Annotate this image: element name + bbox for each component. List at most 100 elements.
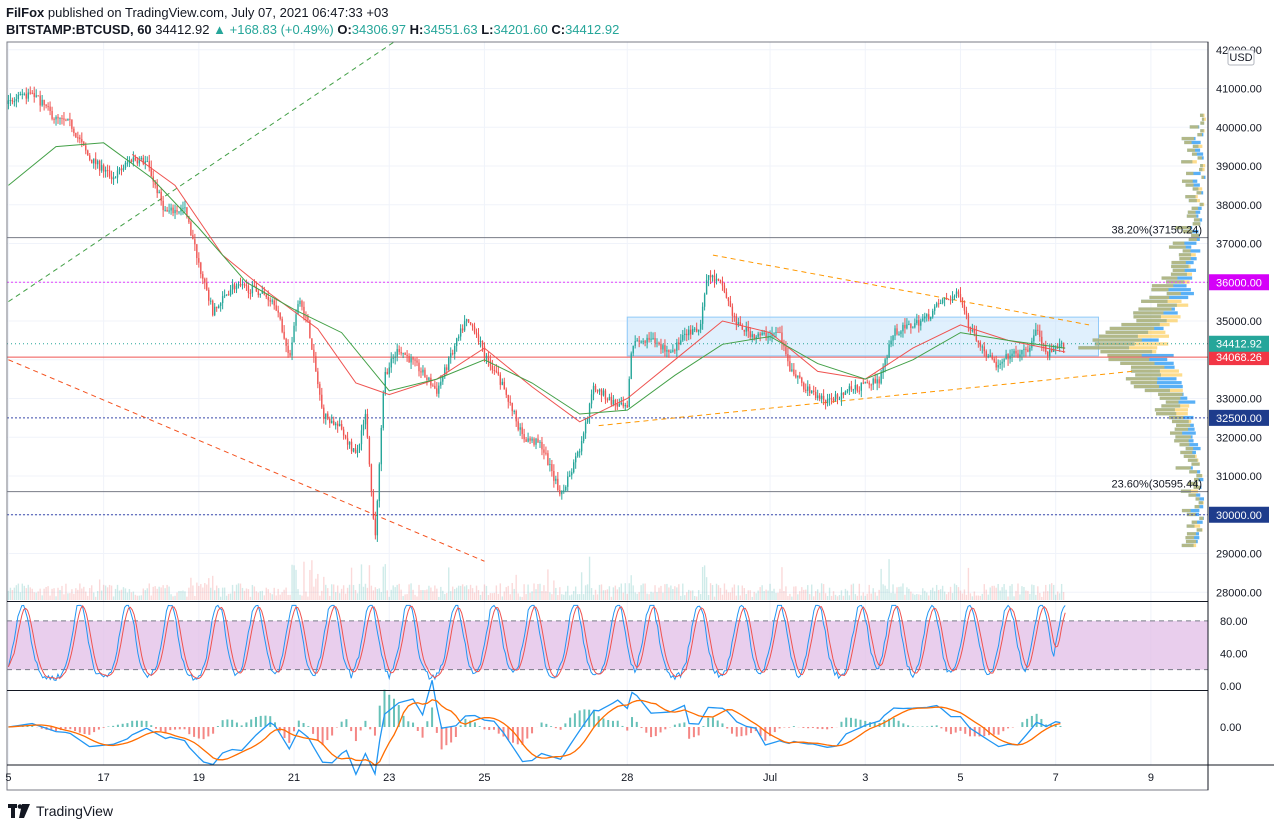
volume-bar — [265, 587, 267, 600]
macd-histogram-bar — [740, 727, 743, 737]
candle-body — [884, 359, 886, 367]
volume-bar — [882, 584, 884, 600]
macd-line — [8, 680, 1061, 777]
candle-body — [709, 275, 712, 278]
macd-histogram-bar — [1035, 713, 1038, 727]
volume-bar — [61, 585, 63, 600]
volume-bar — [1049, 584, 1051, 600]
time-axis[interactable]: 5 17 19 21 23 25 28 Jul 3 5 7 9 — [5, 772, 1154, 784]
profile-bar-buy — [1191, 520, 1203, 524]
profile-bar-sell — [1185, 446, 1194, 451]
volume-bar — [402, 596, 404, 600]
macd-histogram-bar — [935, 725, 938, 727]
profile-bar-sell — [1092, 338, 1142, 342]
candle-body — [55, 116, 57, 120]
volume-bar — [392, 585, 394, 600]
volume-bar — [916, 594, 918, 600]
volume-bar — [102, 584, 105, 600]
candle-body — [156, 184, 158, 194]
profile-bar-sell — [1175, 435, 1191, 439]
candle-body — [487, 355, 490, 361]
volume-bar — [1062, 592, 1065, 600]
macd-histogram-bar — [240, 725, 243, 727]
volume-bar — [928, 595, 930, 600]
macd-histogram-bar — [921, 726, 924, 727]
candle-body — [840, 392, 843, 400]
volume-bar — [690, 590, 692, 600]
footer: TradingView — [8, 803, 113, 819]
volume-bar — [628, 583, 630, 600]
candle-body — [567, 476, 569, 487]
macd-histogram-bar — [735, 727, 738, 737]
macd-histogram-bar — [854, 718, 857, 727]
volume-bar — [561, 594, 563, 600]
author-name[interactable]: FilFox — [6, 5, 45, 20]
volume-bar — [148, 583, 150, 600]
candle-body — [898, 333, 900, 335]
macd-histogram-bar — [459, 725, 462, 727]
macd-histogram-bar — [654, 727, 657, 737]
candle-body — [747, 326, 749, 332]
candle-body — [406, 354, 408, 357]
macd-histogram-bar — [869, 722, 872, 727]
candle-body — [640, 341, 642, 343]
candle-body — [890, 340, 892, 345]
candle-body — [807, 386, 809, 391]
brand-label[interactable]: TradingView — [36, 803, 114, 819]
profile-bar-sell — [1168, 245, 1186, 249]
price-chart[interactable]: 38.20%(37150.24) 23.60%(30595.44) 28000.0… — [0, 0, 1280, 800]
volume-bar — [715, 583, 718, 600]
volume-bar — [682, 583, 684, 600]
candle-body — [450, 353, 452, 358]
last-price: 34412.92 — [155, 22, 210, 37]
volume-bar — [450, 591, 452, 600]
price-tag — [1209, 335, 1269, 352]
candle-body — [336, 423, 339, 427]
candle-body — [763, 332, 765, 334]
candle-body — [69, 118, 71, 120]
candle-body — [110, 176, 113, 180]
candle-body — [467, 319, 470, 323]
stoch-tick-label: 40.00 — [1220, 648, 1248, 660]
price-axis[interactable]: 28000.00 29000.00 30000.00 31000.00 32000.00… — [1216, 45, 1262, 734]
volume-bar — [987, 594, 989, 600]
trendlines[interactable] — [8, 41, 1132, 562]
profile-bar-sell — [1185, 539, 1197, 544]
volume-bar — [414, 594, 416, 600]
volume-bar — [565, 591, 567, 600]
candle-body — [759, 333, 761, 336]
candle-body — [106, 169, 109, 171]
volume-bar — [999, 590, 1001, 600]
volume-bar — [255, 591, 258, 600]
volume-bar — [1007, 596, 1009, 600]
candle-body — [414, 359, 416, 361]
candle-body — [900, 331, 902, 334]
macd-histogram-bar — [811, 727, 814, 728]
macd-histogram-bar — [1059, 725, 1062, 727]
macd-histogram-bar — [892, 717, 895, 727]
candle-body — [285, 338, 287, 346]
volume-bar — [912, 593, 914, 600]
volume-bar — [509, 594, 511, 600]
profile-bar-sell — [1196, 474, 1203, 478]
volume-bar — [376, 589, 379, 600]
candle-body — [452, 353, 454, 355]
pane-frames — [6, 41, 1274, 791]
candle-body — [634, 340, 636, 346]
macd-histogram-bar — [83, 727, 86, 734]
candles — [7, 86, 1065, 542]
candle-body — [888, 344, 890, 358]
volume-bar — [150, 595, 152, 600]
candle-body — [511, 402, 513, 412]
candle-body — [479, 340, 482, 342]
candle-body — [200, 262, 202, 275]
candle-body — [180, 208, 182, 212]
macd-histogram-bar — [769, 727, 772, 737]
macd-histogram-bar — [730, 727, 733, 734]
macd-histogram-bar — [69, 727, 72, 730]
volume-bar — [196, 582, 198, 600]
volume-bar — [749, 590, 751, 600]
tradingview-logo-icon[interactable] — [8, 804, 30, 818]
volume-bar — [279, 594, 281, 600]
candle-body — [598, 389, 601, 392]
